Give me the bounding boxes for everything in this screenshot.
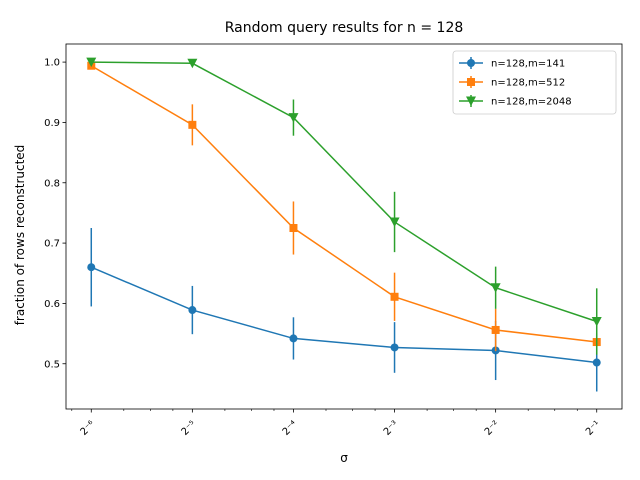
data-point bbox=[188, 120, 197, 129]
legend-label: n=128,m=141 bbox=[491, 59, 565, 70]
data-point bbox=[86, 57, 97, 68]
y-tick-label: 1.0 bbox=[44, 58, 60, 69]
chart-title: Random query results for n = 128 bbox=[225, 20, 464, 36]
data-point bbox=[390, 343, 399, 352]
series-line bbox=[90, 266, 597, 364]
y-tick-label: 0.5 bbox=[44, 359, 60, 370]
data-point bbox=[188, 306, 197, 315]
data-point bbox=[491, 325, 500, 334]
data-point bbox=[187, 58, 198, 69]
data-point bbox=[592, 358, 601, 367]
series-line bbox=[90, 65, 597, 343]
legend-marker bbox=[467, 78, 475, 86]
legend-marker bbox=[467, 59, 475, 67]
legend-label: n=128,m=2048 bbox=[491, 97, 572, 108]
plot-area: 2⁻⁶ 2⁻⁵ 2⁻⁴ 2⁻³ 2⁻² 2⁻¹0.50.60.70.80.91.0 bbox=[44, 43, 623, 438]
data-point bbox=[591, 317, 602, 327]
data-point bbox=[289, 334, 298, 343]
data-point bbox=[289, 224, 298, 233]
series-line bbox=[91, 61, 597, 323]
legend-box bbox=[452, 50, 617, 115]
legend: n=128,m=141 n=128,m=512 n=128,m=2048 bbox=[452, 50, 617, 115]
data-point bbox=[288, 113, 299, 123]
y-tick-label: 0.9 bbox=[44, 118, 60, 129]
series-3 bbox=[86, 57, 602, 355]
axes-frame bbox=[65, 43, 623, 410]
y-tick-label: 0.8 bbox=[44, 178, 60, 189]
data-point bbox=[389, 217, 400, 227]
data-point bbox=[87, 263, 96, 272]
data-point bbox=[490, 283, 501, 293]
y-tick-label: 0.6 bbox=[44, 299, 60, 310]
legend-marker bbox=[466, 96, 476, 106]
legend-label: n=128,m=512 bbox=[491, 78, 565, 89]
legend-item: n=128,m=2048 bbox=[459, 95, 572, 108]
legend-item: n=128,m=512 bbox=[459, 76, 565, 89]
y-tick-label: 0.7 bbox=[44, 239, 60, 250]
data-point bbox=[390, 292, 399, 301]
legend-item: n=128,m=141 bbox=[459, 57, 565, 70]
y-axis-label: fraction of rows reconstructed bbox=[13, 145, 27, 326]
x-axis-label: σ bbox=[340, 451, 348, 465]
